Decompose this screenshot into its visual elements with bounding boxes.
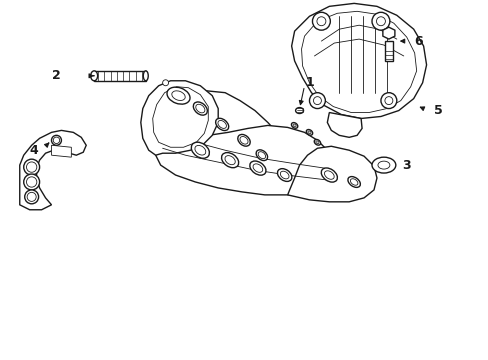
Ellipse shape bbox=[277, 168, 291, 181]
Polygon shape bbox=[141, 81, 218, 155]
Ellipse shape bbox=[324, 171, 333, 179]
Ellipse shape bbox=[309, 93, 325, 109]
Text: 5: 5 bbox=[433, 104, 442, 117]
Ellipse shape bbox=[218, 121, 226, 129]
Ellipse shape bbox=[371, 12, 389, 30]
Ellipse shape bbox=[90, 71, 98, 81]
Ellipse shape bbox=[237, 134, 250, 146]
Ellipse shape bbox=[167, 87, 190, 104]
Ellipse shape bbox=[377, 161, 389, 169]
Ellipse shape bbox=[24, 174, 40, 190]
Polygon shape bbox=[152, 87, 208, 147]
Text: 1: 1 bbox=[305, 76, 313, 89]
Ellipse shape bbox=[249, 161, 265, 175]
Ellipse shape bbox=[314, 139, 320, 145]
Polygon shape bbox=[384, 41, 392, 61]
Ellipse shape bbox=[316, 17, 325, 26]
Polygon shape bbox=[20, 130, 86, 210]
Polygon shape bbox=[382, 27, 394, 39]
Ellipse shape bbox=[312, 12, 330, 30]
Ellipse shape bbox=[280, 171, 288, 179]
Ellipse shape bbox=[26, 177, 37, 187]
Polygon shape bbox=[94, 71, 145, 81]
Ellipse shape bbox=[221, 153, 238, 168]
Polygon shape bbox=[287, 146, 376, 202]
Ellipse shape bbox=[295, 108, 303, 113]
Polygon shape bbox=[51, 145, 71, 157]
Polygon shape bbox=[291, 3, 426, 118]
Ellipse shape bbox=[380, 93, 396, 109]
Ellipse shape bbox=[25, 190, 39, 204]
Ellipse shape bbox=[350, 179, 357, 185]
Ellipse shape bbox=[258, 152, 265, 159]
Text: 2: 2 bbox=[52, 69, 61, 82]
Ellipse shape bbox=[27, 192, 36, 201]
Text: 4: 4 bbox=[29, 144, 38, 157]
Ellipse shape bbox=[143, 71, 148, 81]
Polygon shape bbox=[175, 91, 284, 170]
Ellipse shape bbox=[191, 142, 209, 158]
Ellipse shape bbox=[256, 150, 267, 161]
Ellipse shape bbox=[193, 102, 207, 115]
Ellipse shape bbox=[195, 145, 205, 155]
Polygon shape bbox=[155, 125, 331, 195]
Ellipse shape bbox=[195, 104, 204, 113]
Polygon shape bbox=[326, 113, 361, 137]
Polygon shape bbox=[301, 11, 416, 113]
Ellipse shape bbox=[252, 164, 262, 172]
Ellipse shape bbox=[215, 118, 228, 131]
Ellipse shape bbox=[163, 80, 168, 86]
Ellipse shape bbox=[292, 124, 296, 127]
Ellipse shape bbox=[171, 91, 185, 100]
Ellipse shape bbox=[24, 159, 40, 175]
Ellipse shape bbox=[51, 135, 61, 145]
Ellipse shape bbox=[376, 17, 385, 26]
Ellipse shape bbox=[315, 141, 318, 144]
Ellipse shape bbox=[53, 137, 60, 144]
Ellipse shape bbox=[291, 122, 297, 128]
Ellipse shape bbox=[313, 96, 321, 105]
Ellipse shape bbox=[305, 130, 312, 135]
Ellipse shape bbox=[384, 96, 392, 105]
Ellipse shape bbox=[240, 136, 247, 144]
Ellipse shape bbox=[224, 156, 235, 165]
Ellipse shape bbox=[26, 162, 37, 172]
Ellipse shape bbox=[347, 176, 360, 188]
Text: 3: 3 bbox=[402, 159, 410, 172]
Ellipse shape bbox=[371, 157, 395, 173]
Text: 6: 6 bbox=[413, 35, 422, 48]
Ellipse shape bbox=[321, 168, 337, 182]
Ellipse shape bbox=[307, 131, 310, 134]
